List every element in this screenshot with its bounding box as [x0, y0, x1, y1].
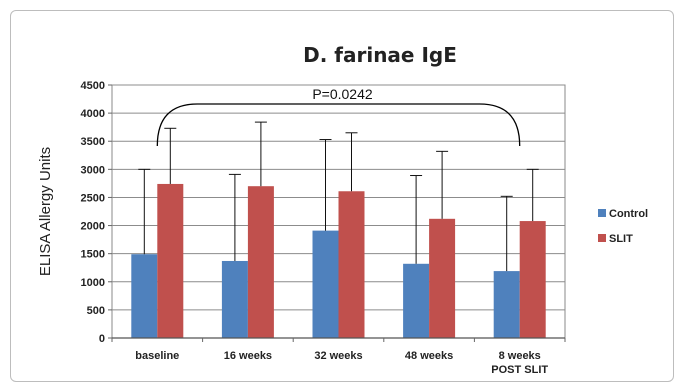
- y-tick-label: 3500: [81, 136, 105, 148]
- bar-control: [403, 263, 430, 338]
- y-tick-label: 1500: [81, 249, 105, 261]
- x-tick-label: baseline: [135, 350, 179, 362]
- legend: Control SLIT: [598, 208, 648, 245]
- y-tick-label: 2000: [81, 221, 105, 233]
- x-tick-label-line: baseline: [135, 350, 179, 362]
- legend-label-control: Control: [609, 208, 648, 220]
- bar-control: [493, 271, 520, 338]
- bars: [131, 183, 546, 338]
- y-tick-label: 3000: [81, 164, 105, 176]
- legend-swatch-slit: [598, 234, 606, 242]
- x-tick-label: 16 weeks: [224, 350, 272, 362]
- y-tick-label: 500: [87, 305, 105, 317]
- y-tick-label: 2500: [81, 192, 105, 204]
- legend-swatch-control: [598, 209, 606, 217]
- x-tick-label: 32 weeks: [314, 350, 362, 362]
- bar-control: [221, 260, 248, 338]
- y-axis-label: ELISA Allergy Units: [37, 147, 54, 276]
- y-tick-label: 4000: [81, 108, 105, 120]
- y-tick-label: 4500: [81, 80, 105, 92]
- x-tick-label-line: 16 weeks: [224, 350, 272, 362]
- bar-control: [131, 254, 158, 338]
- x-tick-label-line: 32 weeks: [314, 350, 362, 362]
- x-tick-label-line: POST SLIT: [491, 364, 548, 376]
- p-value-label: P=0.0242: [312, 86, 373, 102]
- bar-slit: [519, 221, 546, 338]
- legend-label-slit: SLIT: [609, 233, 633, 245]
- y-tick-label: 1000: [81, 277, 105, 289]
- bar-slit: [247, 186, 274, 338]
- x-tick-label-line: 8 weeks: [499, 350, 541, 362]
- significance-bracket: [156, 103, 521, 147]
- x-tick-label: 48 weeks: [405, 350, 453, 362]
- error-bars: [138, 121, 539, 272]
- x-tick-label: 8 weeks POST SLIT: [491, 350, 548, 376]
- significance-annotation: P=0.0242: [156, 86, 521, 147]
- bar-slit: [338, 191, 365, 338]
- bar-slit: [429, 218, 456, 338]
- axes: 0 500 1000 1500 2000 2500 3000 3500 4000 4500 base…: [81, 80, 566, 376]
- x-tick-label-line: 48 weeks: [405, 350, 453, 362]
- chart-title: D. farinae IgE: [303, 43, 457, 67]
- bar-slit: [157, 183, 184, 338]
- y-tick-label: 0: [99, 333, 105, 345]
- bar-control: [312, 230, 339, 338]
